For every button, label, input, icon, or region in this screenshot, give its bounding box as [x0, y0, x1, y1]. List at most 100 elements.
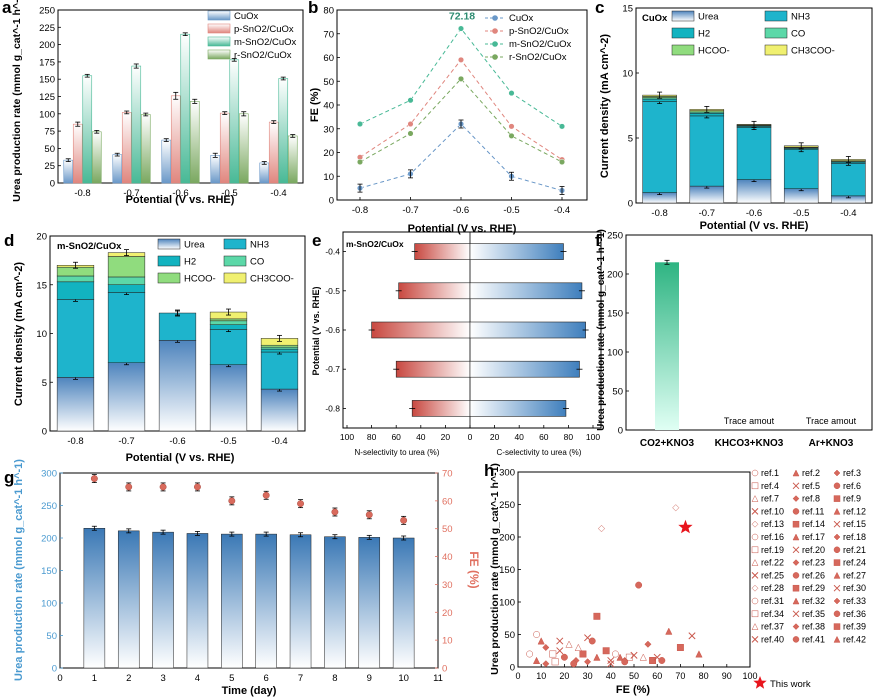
point-2-2 — [457, 25, 465, 32]
legend-marker — [492, 41, 498, 47]
panel-e-title: m-SnO2/CuOx — [346, 239, 404, 249]
stack-1-0 — [56, 299, 95, 378]
y-axis-ticks: 0 5 10 15 20 — [36, 232, 53, 438]
legend-label: ref.18 — [843, 532, 866, 542]
y-tick-label: 150 — [499, 565, 515, 576]
stack-0-1 — [689, 185, 725, 204]
legend-label: ref.29 — [802, 583, 825, 593]
x-tick-label: 0 — [515, 671, 520, 681]
x-tick-label: 100 — [742, 671, 757, 681]
y-axis-ticks: -0.4 -0.5 -0.6 -0.7 -0.8 — [325, 247, 346, 413]
ref-point-7 — [565, 640, 573, 648]
panel-label-h: h — [484, 461, 494, 480]
x-tick-label: -0.5 — [503, 205, 519, 216]
legend-swatch — [207, 10, 231, 21]
x-tick-label: -0.8 — [352, 205, 368, 216]
legend-marker — [751, 610, 759, 618]
y-tick-label: 150 — [607, 309, 623, 320]
y-tick-label: 100 — [41, 599, 57, 610]
ref-point-42 — [695, 650, 703, 658]
x-tick-label: 20 — [559, 671, 569, 681]
y-tick-label: 20 — [36, 232, 47, 243]
ref-point-40-b — [607, 660, 615, 668]
bar-3-1 — [140, 114, 151, 184]
x-tick-label: 50 — [629, 671, 639, 681]
x-tick-label: 80 — [564, 432, 574, 442]
y-tick-label: 70 — [323, 29, 334, 40]
legend-marker-b — [751, 508, 759, 515]
x-axis-label: Potential (V vs. RHE) — [126, 194, 235, 206]
legend-marker — [751, 597, 759, 605]
legend-marker — [833, 559, 841, 566]
legend-swatch — [157, 272, 181, 284]
stack-1-1 — [107, 292, 146, 363]
y-tick-label: -0.7 — [325, 364, 340, 374]
legend-marker — [792, 636, 800, 643]
legend-marker — [833, 482, 841, 490]
x-tick-label: 10 — [536, 671, 546, 681]
legend-marker — [792, 572, 800, 579]
y-axis-label: Current density (mA cm^-2) — [599, 34, 611, 178]
x-tick-label: 4 — [195, 673, 200, 684]
ref-point-27 — [665, 627, 673, 635]
bar-2-0 — [82, 75, 93, 184]
fe-point-day-4 — [194, 483, 201, 491]
legend-swatch — [671, 27, 695, 39]
panel-e: e m-SnO2/CuOx -0.4 -0.5 -0.6 -0.7 -0.8 100 80… — [311, 231, 602, 457]
ref-point-39 — [593, 612, 601, 620]
legend-marker — [792, 533, 800, 541]
legend-marker — [751, 469, 759, 477]
x-tick-label: -0.7 — [118, 436, 134, 447]
ref-point-33 — [542, 660, 550, 668]
legend-label: ref.33 — [843, 596, 866, 606]
y-tick-label: 50 — [612, 387, 623, 398]
x-tick-label: 10 — [398, 673, 409, 684]
stack-2-3 — [209, 324, 248, 330]
y-axis-left-ticks: 0 50 100 150 200 250 300 — [41, 469, 63, 675]
legend-marker — [833, 533, 841, 541]
y-axis-right-label: FE (%) — [467, 551, 481, 588]
point-2-1 — [407, 97, 414, 104]
ref-point-4 — [549, 650, 557, 658]
x-axis-ticks: 0 1 2 3 4 5 6 7 8 9 10 11 — [57, 665, 443, 684]
x-tick-label: 7 — [298, 673, 303, 684]
x-tick-label: -0.6 — [453, 205, 469, 216]
bar-0-4 — [259, 162, 270, 184]
legend-marker — [792, 597, 800, 605]
panel-label-g: g — [4, 468, 14, 487]
legend-label: ref.10 — [761, 506, 784, 516]
y-axis-ticks: 0 25 50 75 100 125 150 175 200 225 250 — [39, 6, 61, 190]
x-tick-label: KHCO3+KNO3 — [715, 438, 784, 449]
x-tick-label: 2 — [126, 673, 131, 684]
legend-label: ref.28 — [761, 583, 784, 593]
stack-0-2 — [158, 340, 197, 432]
y-tick-label: 225 — [39, 23, 55, 34]
x-axis-label: Potential (V vs. RHE) — [126, 452, 235, 464]
legend-marker — [751, 623, 759, 630]
legend-label: HCOO- — [184, 274, 216, 285]
x-tick-label: -0.7 — [123, 188, 139, 199]
x-axis-label: Potential (V vs. RHE) — [408, 223, 517, 235]
legend-swatch — [223, 272, 247, 284]
bar-day-7 — [289, 534, 312, 669]
legend-swatch — [671, 10, 695, 22]
y-tick-label: 75 — [44, 127, 55, 138]
fe-point-day-7 — [297, 500, 304, 508]
legend-label: ref.3 — [843, 468, 861, 478]
stack-1-2 — [736, 127, 772, 180]
ref-point-11 — [588, 637, 596, 645]
x-axis-label: Time (day) — [222, 685, 277, 697]
scatter-points — [526, 504, 703, 668]
y-axis-ticks: 0 5 10 15 — [622, 4, 639, 210]
x-tick-label: -0.6 — [169, 436, 185, 447]
y-tick-label: 100 — [499, 598, 515, 609]
legend-label: ref.17 — [802, 532, 825, 542]
stacked-bars — [56, 249, 299, 432]
y-tick-label: 175 — [39, 57, 55, 68]
legend-swatch — [157, 238, 181, 250]
ref-point-9 — [579, 650, 587, 658]
series-line-1 — [359, 59, 563, 161]
stack-1-0 — [642, 101, 677, 193]
stack-3-3 — [209, 320, 248, 325]
legend-label: r-SnO2/CuOx — [234, 50, 292, 61]
